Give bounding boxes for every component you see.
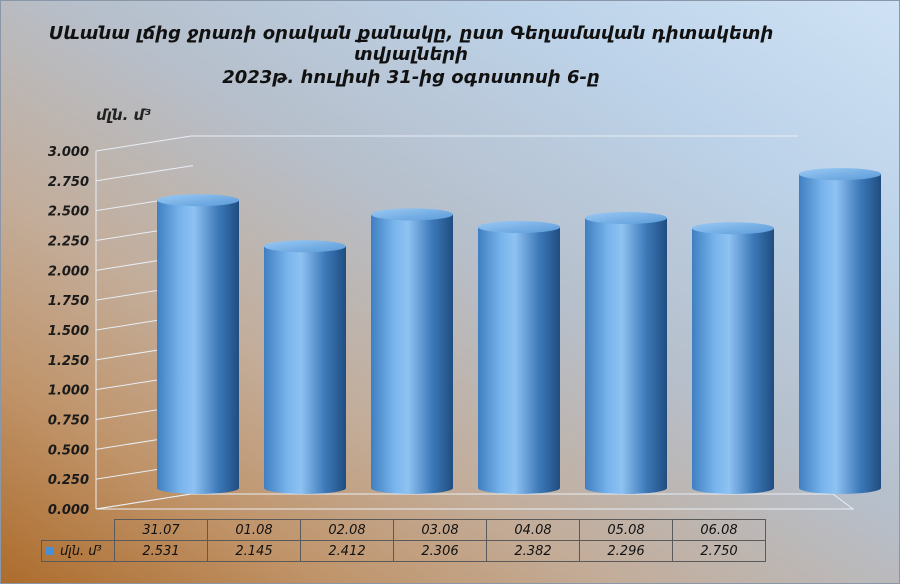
legend-swatch xyxy=(46,547,54,555)
y-tick-label: 2.000 xyxy=(48,264,89,279)
category-label: 02.08 xyxy=(300,519,394,541)
bar xyxy=(157,194,239,494)
value-label: 2.412 xyxy=(300,540,394,562)
y-tick-label: 0.000 xyxy=(48,503,89,518)
value-label: 2.750 xyxy=(672,540,766,562)
y-tick-label: 1.000 xyxy=(48,384,89,399)
value-label: 2.296 xyxy=(579,540,673,562)
bar-body xyxy=(478,227,560,495)
chart-subtitle: 2023թ. հուլիսի 31-ից օգոստոսի 6-ը xyxy=(222,67,600,88)
legend-label: մլն. մ³ xyxy=(60,543,102,559)
y-tick-label: 0.250 xyxy=(48,473,89,488)
bar xyxy=(478,221,560,495)
bar-body xyxy=(264,246,346,494)
y-axis-label: մլն. մ³ xyxy=(96,106,151,124)
y-tick-label: 0.750 xyxy=(48,414,89,429)
y-tick-label: 2.750 xyxy=(48,175,89,190)
bars xyxy=(157,168,881,495)
value-label: 2.306 xyxy=(393,540,487,562)
bar-body xyxy=(585,217,667,495)
value-label: 2.382 xyxy=(486,540,580,562)
category-label: 06.08 xyxy=(672,519,766,541)
data-table: 31.07 01.08 02.08 03.08 04.08 05.08 06.0… xyxy=(41,519,766,562)
y-tick-label: 1.250 xyxy=(48,354,89,369)
gridline xyxy=(95,165,192,182)
y-tick-label: 0.500 xyxy=(48,443,89,458)
legend-entry: մլն. մ³ xyxy=(41,540,115,562)
bar-top-cap xyxy=(799,168,881,181)
bar xyxy=(585,211,667,495)
category-label: 01.08 xyxy=(207,519,301,541)
bar-body xyxy=(799,174,881,495)
bar-top-cap xyxy=(478,221,560,234)
value-label: 2.531 xyxy=(114,540,208,562)
category-label: 05.08 xyxy=(579,519,673,541)
data-table-value-row: մլն. մ³ 2.531 2.145 2.412 2.306 2.382 2.… xyxy=(41,540,766,562)
category-label: 31.07 xyxy=(114,519,208,541)
y-tick-label: 2.500 xyxy=(48,205,89,220)
data-table-corner xyxy=(41,519,115,541)
chart-title: Սևանա լճից ջրառի օրական քանակը, ըստ Գեղա… xyxy=(48,23,774,65)
bar-top-cap xyxy=(585,211,667,224)
y-axis-ticks: 0.000 0.250 0.500 0.750 1.000 1.250 1.500 1.750… xyxy=(48,145,89,518)
bar-body xyxy=(692,228,774,494)
bar-top-cap xyxy=(371,208,453,221)
bar-top-cap xyxy=(264,240,346,253)
category-label: 04.08 xyxy=(486,519,580,541)
bar xyxy=(264,240,346,494)
bar-body xyxy=(157,200,239,494)
y-tick-label: 1.750 xyxy=(48,294,89,309)
y-tick-label: 2.250 xyxy=(48,235,89,250)
floor xyxy=(95,493,855,510)
bar xyxy=(692,222,774,494)
category-label: 03.08 xyxy=(393,519,487,541)
bar-body xyxy=(371,214,453,494)
y-tick-label: 1.500 xyxy=(48,324,89,339)
value-label: 2.145 xyxy=(207,540,301,562)
bar-top-cap xyxy=(692,222,774,235)
bar xyxy=(371,208,453,494)
bar-top-cap xyxy=(157,194,239,207)
gridline xyxy=(95,135,192,152)
y-tick-label: 3.000 xyxy=(48,145,89,160)
bar xyxy=(799,168,881,495)
data-table-header-row: 31.07 01.08 02.08 03.08 04.08 05.08 06.0… xyxy=(41,519,766,541)
